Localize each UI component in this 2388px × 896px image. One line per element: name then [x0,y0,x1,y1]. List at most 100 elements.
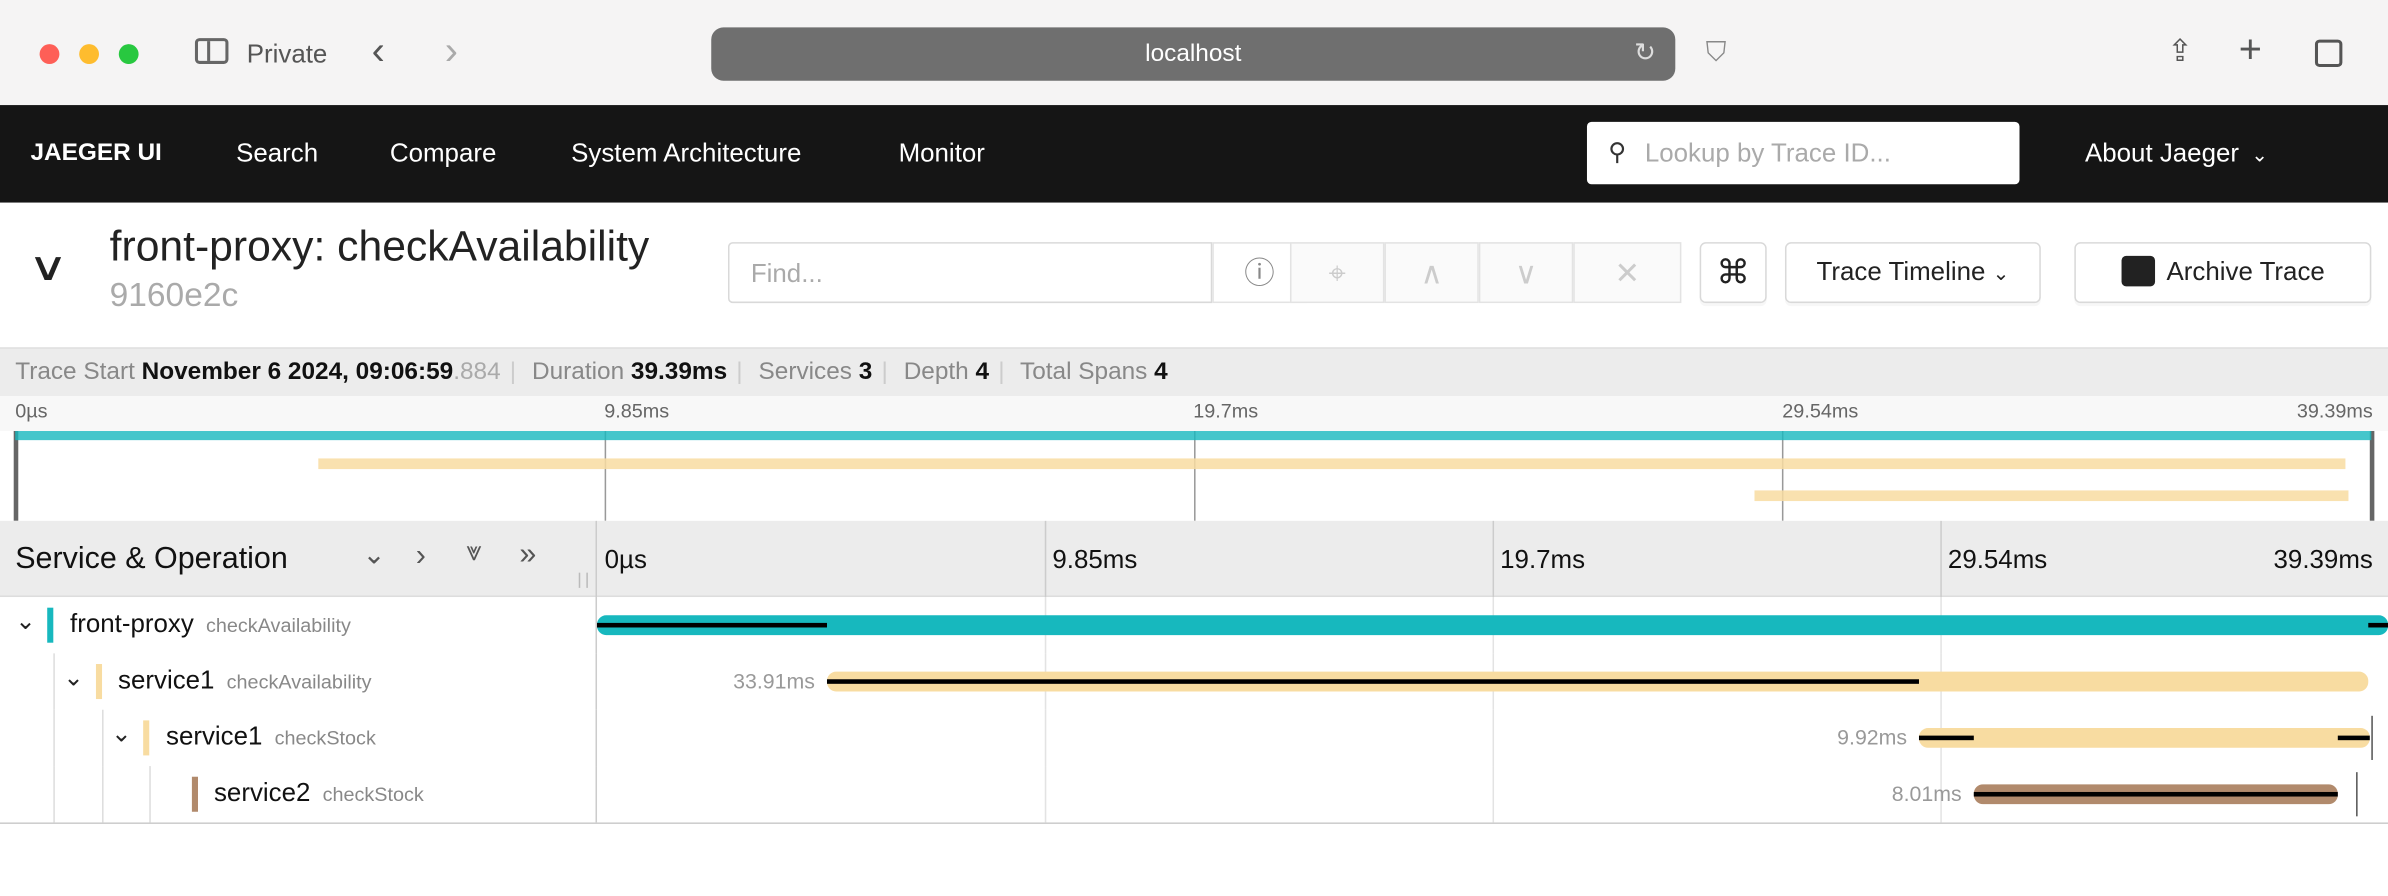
url-text: localhost [1145,41,1242,68]
service-name: service2 [213,778,311,808]
start-ms: .884 [453,359,501,386]
duration-value: 39.39ms [630,359,728,386]
view-select-value: Trace Timeline [1816,257,1986,287]
private-label: Private [246,39,328,69]
span-bar[interactable] [597,615,2388,636]
nav-system-architecture[interactable]: System Architecture [571,138,802,168]
chevron-down-icon[interactable]: ⌄ [15,609,36,636]
collapse-all-icon[interactable]: ⩔ [466,536,482,567]
nav-search[interactable]: Search [236,138,319,168]
trace-minimap[interactable] [0,431,2388,521]
expand-all-icon[interactable]: » [519,537,537,572]
minimap-span-bar [1754,489,2348,501]
timeline-gridline [1044,766,1047,823]
brand-logo[interactable]: JAEGER UI [30,140,162,167]
operation-name: checkAvailability [205,613,351,637]
minimap-left-handle[interactable] [13,431,19,521]
span-duration-label: 8.01ms [1891,781,1962,806]
timeline-gridline [1492,520,1495,598]
maximize-window-button[interactable] [118,44,139,64]
minimap-tick-label: 19.7ms [1193,399,1259,422]
nav-monitor[interactable]: Monitor [898,138,985,168]
span-self-time-line [2368,622,2388,628]
service-color-indicator [47,607,54,643]
service-name: front-proxy [70,609,194,639]
trace-summary: Trace Start November 6 2024, 09:06:59.88… [0,347,2388,396]
chevron-down-icon[interactable]: ⌄ [63,665,84,692]
forward-icon[interactable]: › [444,27,458,74]
nav-compare[interactable]: Compare [389,138,497,168]
span-row[interactable]: ⌄ front-proxy checkAvailability [0,597,2388,654]
service-name: service1 [118,665,215,695]
timeline-tick-label: 0µs [604,545,647,575]
tree-guide-line [53,709,55,767]
find-input[interactable]: Find... [727,242,1213,304]
minimap-right-handle[interactable] [2369,431,2375,521]
column-divider [595,766,598,823]
duration-label: Duration [532,359,625,386]
archive-trace-button[interactable]: Archive Trace [2074,242,2372,304]
share-icon[interactable]: ⇪ [2167,35,2193,69]
view-select-dropdown[interactable]: Trace Timeline ⌄ [1784,242,2041,304]
services-value: 3 [858,359,873,386]
new-tab-icon[interactable]: + [2238,25,2262,72]
collapse-header-chevron-icon[interactable]: ∨ [27,243,69,290]
timeline-gridline [1044,709,1047,767]
timeline-gridline [1940,520,1942,598]
spans-value: 4 [1154,359,1168,386]
operation-name: checkAvailability [226,670,372,693]
span-row[interactable]: service2 checkStock 8.01ms [0,766,2388,823]
archive-label: Archive Trace [2166,257,2325,287]
span-self-time-line [1973,791,2339,797]
service-color-indicator [143,720,150,756]
chevron-down-icon[interactable]: ⌄ [111,721,132,748]
collapse-one-icon[interactable]: ⌄ [362,539,386,570]
span-bar[interactable] [1919,727,2371,748]
next-match-icon[interactable]: ∨ [1478,242,1574,304]
span-duration-label: 9.92ms [1837,724,1908,750]
start-label: Trace Start [15,359,135,386]
reload-icon[interactable]: ↻ [1634,38,1656,68]
span-name[interactable]: front-proxy checkAvailability [70,609,351,639]
column-divider [595,653,598,710]
span-name[interactable]: service2 checkStock [214,778,424,808]
depth-label: Depth [903,359,969,386]
span-name[interactable]: service1 checkAvailability [118,666,372,696]
sidebar-icon[interactable] [194,38,229,64]
prev-match-icon[interactable]: ∧ [1384,242,1479,304]
back-icon[interactable]: ‹ [371,27,385,74]
url-bar[interactable]: localhost [711,27,1676,81]
shield-icon[interactable]: ⛉ [1705,36,1727,68]
trace-id-lookup-input[interactable]: ⚲ Lookup by Trace ID... [1586,121,2020,185]
timeline-gridline [1940,766,1942,823]
keyboard-shortcuts-button[interactable]: ⌘ [1699,242,1767,304]
minimize-window-button[interactable] [79,44,99,64]
service-color-indicator [191,776,198,812]
close-window-button[interactable] [39,44,60,64]
expand-one-icon[interactable]: › [415,539,426,573]
locate-icon[interactable]: ⌖ [1289,242,1385,304]
column-divider [595,597,598,654]
minimap-tick-label: 39.39ms [2296,399,2373,422]
timeline-tick-label: 29.54ms [1947,545,2048,575]
minimap-gridline [604,431,606,521]
command-icon: ⌘ [1716,252,1750,291]
span-self-time-line [597,622,828,628]
resize-handle[interactable] [578,572,588,588]
chevron-down-icon: ⌄ [2251,143,2268,167]
service-operation-title: Service & Operation [15,542,288,576]
operation-name: checkStock [274,726,376,750]
span-row[interactable]: ⌄ service1 checkStock 9.92ms [0,709,2388,767]
minimap-tick-label: 29.54ms [1782,399,1859,422]
minimap-ticks: 0µs 9.85ms 19.7ms 29.54ms 39.39ms [0,395,2388,432]
about-label: About Jaeger [2084,138,2240,168]
tabs-icon[interactable] [2314,39,2343,68]
span-row[interactable]: ⌄ service1 checkAvailability 33.91ms [0,653,2388,710]
top-nav: JAEGER UI Search Compare System Architec… [0,105,2388,203]
column-divider [595,520,598,598]
about-jaeger-menu[interactable]: About Jaeger ⌄ [2085,139,2268,169]
span-name[interactable]: service1 checkStock [166,722,376,752]
clear-search-icon[interactable]: ✕ [1573,242,1682,304]
span-end-marker [2371,715,2373,760]
spans-label: Total Spans [1020,359,1148,386]
